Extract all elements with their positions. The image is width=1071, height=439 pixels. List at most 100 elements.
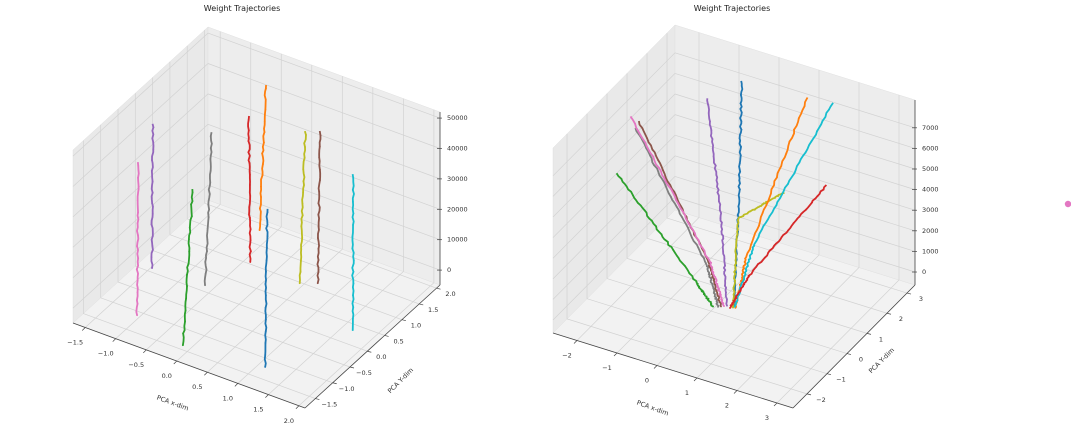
trajectory-point <box>318 190 321 193</box>
trajectory-point <box>737 205 740 208</box>
y-tick <box>401 319 407 322</box>
trajectory-point <box>747 258 750 261</box>
trajectory-point <box>780 236 783 239</box>
trajectory-point <box>712 155 715 158</box>
trajectory-point <box>792 222 795 224</box>
y-tick <box>886 312 892 315</box>
trajectory-point <box>264 342 267 344</box>
y-tick-label: −1 <box>836 376 846 384</box>
trajectory-point <box>184 309 187 312</box>
trajectory-point <box>351 247 354 250</box>
trajectory-point <box>735 297 738 299</box>
trajectory-point <box>190 203 192 206</box>
trajectory-point <box>722 243 725 246</box>
trajectory-point <box>150 256 153 259</box>
trajectory-point <box>738 137 741 140</box>
trajectory-point <box>719 292 722 294</box>
z-gridline <box>552 52 676 177</box>
trajectory-point <box>317 213 320 216</box>
trajectory-point <box>752 269 754 272</box>
trajectory-point <box>713 275 716 278</box>
trajectory-point <box>663 177 666 179</box>
trajectory-point <box>664 184 667 187</box>
trajectory-point <box>675 199 677 201</box>
trajectory-point <box>670 188 673 191</box>
trajectory-point <box>744 273 747 276</box>
trajectory-point <box>711 147 714 150</box>
trajectory-point <box>662 169 664 172</box>
y-tick-label: −1.0 <box>339 385 355 393</box>
trajectory-point <box>788 140 791 143</box>
x-tick <box>81 327 86 331</box>
trajectory-point <box>264 366 267 368</box>
trajectory-point <box>660 233 663 236</box>
trajectory-point <box>264 283 267 285</box>
left-3d-plot: −1.5−1.0−0.50.00.51.01.52.0−1.5−1.0−0.50… <box>67 4 467 425</box>
trajectory-point <box>150 169 153 172</box>
trajectory-point <box>744 257 747 260</box>
trajectory-point <box>266 223 269 226</box>
trajectory-point <box>710 265 713 268</box>
trajectory-point <box>720 305 722 308</box>
x-tick-label: 2.0 <box>284 417 294 425</box>
z-gridline <box>72 184 209 309</box>
trajectory-point <box>716 191 719 194</box>
trajectory-point <box>657 159 660 161</box>
y-tick <box>906 292 912 295</box>
trajectory-point <box>719 295 722 298</box>
trajectory-point <box>302 180 305 183</box>
y-tick <box>806 393 812 396</box>
trajectory-point <box>299 260 302 262</box>
trajectory-point <box>190 215 193 218</box>
x-tick-label: 0.5 <box>192 383 202 391</box>
trajectory-point <box>712 279 715 282</box>
trajectory-point <box>643 209 646 212</box>
trajectory-point <box>707 112 710 114</box>
trajectory-point <box>751 249 754 252</box>
trajectory-point <box>675 206 678 208</box>
trajectory-point <box>720 224 723 226</box>
trajectory-point <box>715 289 718 292</box>
x-tick-label: −2 <box>562 352 572 360</box>
trajectory-point <box>206 250 208 253</box>
trajectory-point <box>316 282 319 285</box>
trajectory-point <box>352 270 355 273</box>
trajectory-point <box>729 307 731 309</box>
trajectory-point <box>247 140 250 142</box>
trajectory-point <box>741 272 744 275</box>
trajectory-point <box>742 268 744 271</box>
trajectory-point <box>187 238 190 241</box>
y-tick-label: 1 <box>879 335 883 343</box>
trajectory-point <box>318 145 321 148</box>
trajectory-point <box>734 272 737 275</box>
trajectory-point <box>204 260 207 263</box>
trajectory-point <box>694 232 696 235</box>
trajectory-point <box>696 283 699 285</box>
trajectory-point <box>136 279 139 282</box>
trajectory-point <box>209 147 212 149</box>
trajectory-point <box>698 243 701 245</box>
trajectory-point <box>137 176 139 179</box>
trajectory-point <box>151 213 154 215</box>
trajectory-point <box>738 179 741 182</box>
trajectory-line-4 <box>706 98 728 307</box>
x-gridline <box>115 215 251 339</box>
trajectory-point <box>746 277 748 280</box>
trajectory-point <box>697 246 700 249</box>
trajectory-point <box>317 271 320 273</box>
trajectory-point <box>742 264 745 267</box>
trajectory-point <box>302 191 305 194</box>
trajectory-point <box>724 284 726 287</box>
trajectory-line-3 <box>203 131 213 286</box>
trajectory-point <box>152 148 155 151</box>
trajectory-point <box>715 174 718 176</box>
trajectory-point <box>726 304 728 307</box>
z-tick-label: 20000 <box>447 205 468 213</box>
y-tick-label: −0.5 <box>356 369 372 377</box>
trajectory-point <box>715 278 718 281</box>
trajectory-point <box>185 297 188 300</box>
y-gridline <box>606 278 848 354</box>
trajectory-point <box>181 344 184 347</box>
trajectory-line-2 <box>638 120 722 307</box>
trajectory-point <box>319 179 321 182</box>
